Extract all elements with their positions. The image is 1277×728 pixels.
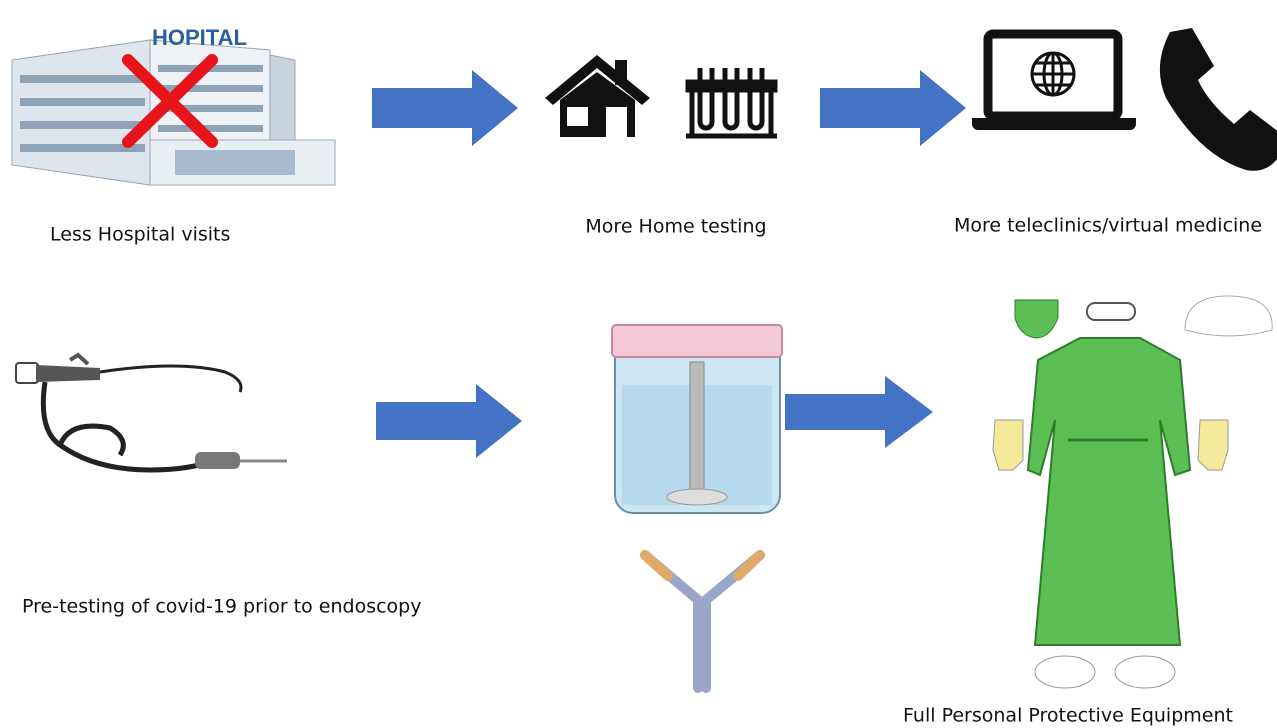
test-tubes-icon xyxy=(686,68,777,138)
house-icon xyxy=(545,55,650,137)
endoscope-icon-part xyxy=(195,452,240,469)
ppe-icon xyxy=(993,296,1272,688)
arrow xyxy=(785,376,933,448)
endoscope-icon-part xyxy=(100,366,241,392)
ppe-icon-part xyxy=(1035,656,1095,688)
jar-icon-part xyxy=(612,325,782,357)
endoscope-icon-part xyxy=(43,382,215,470)
ppe-icon-part xyxy=(1115,656,1175,688)
ppe-icon-part xyxy=(993,420,1023,470)
test-tubes-icon-part xyxy=(725,68,737,128)
endoscope-icon xyxy=(16,355,287,470)
endoscope-icon-part xyxy=(16,363,38,383)
arrow xyxy=(372,70,518,146)
endoscope-icon-part xyxy=(36,365,100,382)
ppe-icon-part xyxy=(1028,338,1190,645)
laptop-icon-part xyxy=(1032,53,1074,95)
diagram: HOPITAL xyxy=(0,0,1277,728)
ppe-icon-part xyxy=(1185,296,1272,336)
ppe-icon-part xyxy=(1198,420,1228,470)
test-tubes-icon-part xyxy=(750,68,762,128)
arrow xyxy=(820,70,966,146)
hospital-icon: HOPITAL xyxy=(12,25,335,185)
ppe-icon-part xyxy=(1087,303,1135,320)
endoscope-icon-part xyxy=(70,355,88,364)
arrow xyxy=(376,384,522,458)
hospital-icon-part-part xyxy=(158,125,263,132)
step-label: Full Personal Protective Equipment xyxy=(903,705,1233,727)
laptop-icon-part xyxy=(972,118,1136,130)
jar-icon xyxy=(612,325,782,513)
antibody-icon-part xyxy=(706,555,760,688)
hospital-icon-part-part xyxy=(20,75,145,83)
jar-icon-part xyxy=(667,489,727,505)
ppe-icon-part xyxy=(1015,300,1058,338)
laptop-icon xyxy=(972,34,1136,130)
step-label: Less Hospital visits xyxy=(50,224,230,246)
page: HOPITAL xyxy=(0,0,1277,728)
test-tubes-icon-part xyxy=(700,68,712,128)
hospital-icon-part-part xyxy=(20,121,145,129)
phone-icon xyxy=(1160,28,1277,171)
antibody-icon xyxy=(645,555,760,688)
house-icon-part xyxy=(615,60,627,85)
hospital-sign: HOPITAL xyxy=(152,25,247,50)
hospital-icon-part-part xyxy=(20,98,145,106)
hospital-icon-part-part xyxy=(175,150,295,175)
step-label: More teleclinics/virtual medicine xyxy=(954,215,1262,237)
step-label: Pre-testing of covid-19 prior to endosco… xyxy=(22,596,421,618)
step-label: More Home testing xyxy=(585,216,766,238)
jar-icon-part xyxy=(690,362,704,492)
